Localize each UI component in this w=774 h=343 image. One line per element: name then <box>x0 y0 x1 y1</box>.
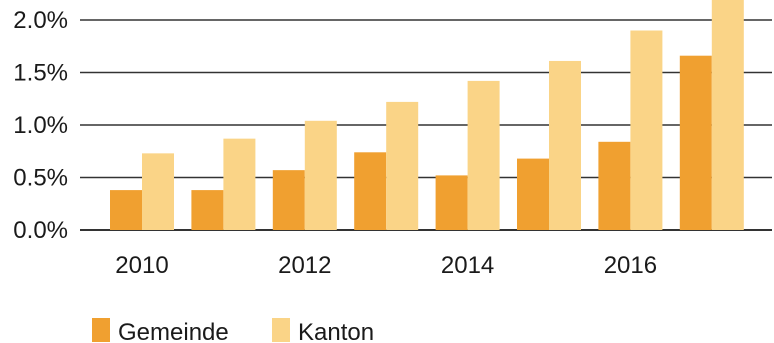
y-tick-label: 2.0% <box>13 7 68 34</box>
x-tick-label: 2014 <box>441 252 494 279</box>
legend-swatch-gemeinde <box>92 318 110 342</box>
x-tick-label: 2016 <box>604 252 657 279</box>
y-tick-label: 1.0% <box>13 112 68 139</box>
bar-kanton-2015 <box>549 60 581 231</box>
grid-lines <box>80 19 772 231</box>
bar-kanton-2017 <box>711 0 744 230</box>
bar-kanton-2010 <box>142 153 174 230</box>
legend-label-kanton: Kanton <box>298 319 374 343</box>
y-axis-labels: 0.0% 0.5% 1.0% 1.5% 2.0% <box>13 7 68 244</box>
legend-label-gemeinde: Gemeinde <box>118 319 229 343</box>
legend-swatch-kanton <box>272 318 290 342</box>
bar-gemeinde-2011 <box>191 190 224 230</box>
bar-kanton-2011 <box>223 138 256 230</box>
y-tick-label: 0.0% <box>13 217 68 244</box>
x-axis-labels: 2010 2012 2014 2016 <box>115 252 657 279</box>
bar-gemeinde-2017 <box>679 55 712 231</box>
bar-kanton-2013 <box>386 101 419 231</box>
x-tick-label: 2012 <box>278 252 331 279</box>
bars <box>110 0 744 231</box>
y-tick-label: 0.5% <box>13 165 68 192</box>
legend: Gemeinde Kanton <box>92 318 374 343</box>
bar-kanton-2012 <box>304 120 337 230</box>
bar-gemeinde-2013 <box>354 152 387 230</box>
bar-gemeinde-2012 <box>272 170 305 230</box>
bar-kanton-2016 <box>630 30 663 230</box>
bar-kanton-2014 <box>467 80 500 231</box>
x-tick-label: 2010 <box>115 252 168 279</box>
y-tick-label: 1.5% <box>13 60 68 87</box>
bar-gemeinde-2014 <box>435 175 468 230</box>
bar-gemeinde-2015 <box>517 158 549 230</box>
bar-gemeinde-2010 <box>110 190 142 230</box>
bar-gemeinde-2016 <box>598 141 631 230</box>
